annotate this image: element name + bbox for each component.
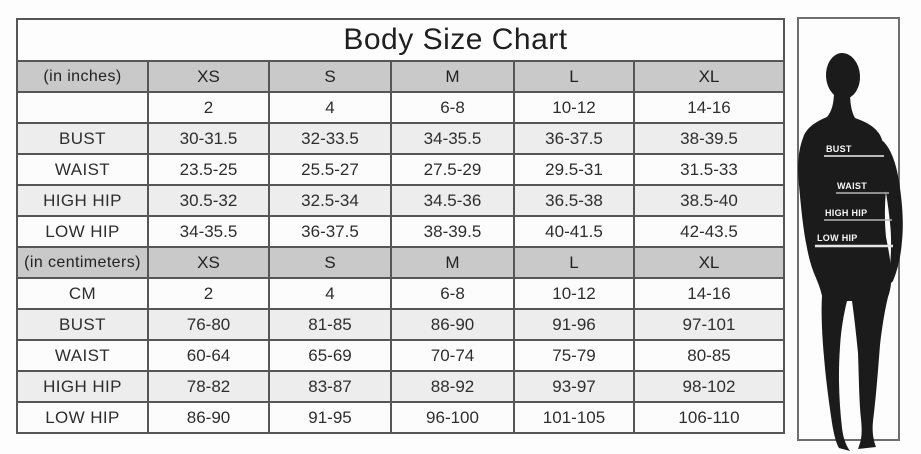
- table-row: CM 2 4 6-8 10-12 14-16: [16, 277, 785, 310]
- size-value-cell: 14-16: [633, 91, 785, 124]
- size-value-cell: 86-90: [390, 308, 515, 341]
- measure-label-cell: [16, 91, 149, 124]
- high-hip-label: HIGH HIP: [825, 208, 867, 218]
- low-hip-label: LOW HIP: [817, 233, 858, 243]
- size-value-cell: 29.5-31: [513, 153, 635, 186]
- size-header-row: (in centimeters) XS S M L XL: [16, 246, 785, 279]
- size-value-cell: 101-105: [513, 401, 635, 434]
- size-value-cell: 97-101: [633, 308, 785, 341]
- size-value-cell: 4: [268, 91, 392, 124]
- size-value-cell: 31.5-33: [633, 153, 785, 186]
- table-row: BUST 76-80 81-85 86-90 91-96 97-101: [16, 308, 785, 341]
- title-row: Body Size Chart: [16, 18, 785, 62]
- table-row: LOW HIP 86-90 91-95 96-100 101-105 106-110: [16, 401, 785, 434]
- size-header-cell: M: [390, 246, 515, 279]
- size-value-cell: 27.5-29: [390, 153, 515, 186]
- waist-label: WAIST: [837, 181, 867, 191]
- size-value-cell: 78-82: [147, 370, 270, 403]
- size-value-cell: 34.5-36: [390, 184, 515, 217]
- size-value-cell: 38-39.5: [633, 122, 785, 155]
- size-value-cell: 86-90: [147, 401, 270, 434]
- silhouette-body: [798, 91, 892, 451]
- size-value-cell: 10-12: [513, 277, 635, 310]
- size-table: Body Size Chart (in inches) XS S M L XL 2 4 6-8 1…: [16, 18, 785, 434]
- measure-label-cell: BUST: [16, 122, 149, 155]
- size-value-cell: 32.5-34: [268, 184, 392, 217]
- measure-label-cell: CM: [16, 277, 149, 310]
- size-value-cell: 42-43.5: [633, 215, 785, 248]
- size-value-cell: 34-35.5: [390, 122, 515, 155]
- size-value-cell: 91-96: [513, 308, 635, 341]
- size-value-cell: 32-33.5: [268, 122, 392, 155]
- size-header-cell: XL: [633, 60, 785, 93]
- size-value-cell: 106-110: [633, 401, 785, 434]
- size-value-cell: 38-39.5: [390, 215, 515, 248]
- measure-label-cell: BUST: [16, 308, 149, 341]
- size-value-cell: 6-8: [390, 277, 515, 310]
- measurement-labels: BUST WAIST HIGH HIP LOW HIP: [815, 144, 893, 248]
- size-header-cell: XS: [147, 60, 270, 93]
- female-silhouette-icon: BUST WAIST HIGH HIP LOW HIP: [798, 53, 903, 451]
- size-value-cell: 30.5-32: [147, 184, 270, 217]
- table-row: LOW HIP 34-35.5 36-37.5 38-39.5 40-41.5 42-43…: [16, 215, 785, 248]
- silhouette-right-arm: [879, 141, 903, 283]
- size-value-cell: 88-92: [390, 370, 515, 403]
- measure-label-cell: WAIST: [16, 339, 149, 372]
- size-header-cell: L: [513, 60, 635, 93]
- measure-label-cell: LOW HIP: [16, 215, 149, 248]
- bust-label: BUST: [826, 144, 852, 154]
- size-value-cell: 81-85: [268, 308, 392, 341]
- size-value-cell: 91-95: [268, 401, 392, 434]
- size-value-cell: 70-74: [390, 339, 515, 372]
- size-value-cell: 96-100: [390, 401, 515, 434]
- size-value-cell: 80-85: [633, 339, 785, 372]
- measure-label-cell: HIGH HIP: [16, 370, 149, 403]
- size-value-cell: 14-16: [633, 277, 785, 310]
- table-row: WAIST 23.5-25 25.5-27 27.5-29 29.5-31 31.5-33: [16, 153, 785, 186]
- size-header-cell: S: [268, 60, 392, 93]
- size-header-cell: S: [268, 246, 392, 279]
- chart-title: Body Size Chart: [16, 18, 785, 62]
- size-value-cell: 38.5-40: [633, 184, 785, 217]
- table-row: WAIST 60-64 65-69 70-74 75-79 80-85: [16, 339, 785, 372]
- size-header-cell: XL: [633, 246, 785, 279]
- size-value-cell: 93-97: [513, 370, 635, 403]
- measure-label-cell: HIGH HIP: [16, 184, 149, 217]
- size-value-cell: 60-64: [147, 339, 270, 372]
- size-value-cell: 40-41.5: [513, 215, 635, 248]
- size-value-cell: 25.5-27: [268, 153, 392, 186]
- size-value-cell: 10-12: [513, 91, 635, 124]
- size-value-cell: 2: [147, 277, 270, 310]
- size-value-cell: 6-8: [390, 91, 515, 124]
- unit-header-cell: (in centimeters): [16, 246, 149, 279]
- size-header-cell: M: [390, 60, 515, 93]
- size-value-cell: 36-37.5: [513, 122, 635, 155]
- size-value-cell: 65-69: [268, 339, 392, 372]
- size-value-cell: 75-79: [513, 339, 635, 372]
- table-row: 2 4 6-8 10-12 14-16: [16, 91, 785, 124]
- size-value-cell: 83-87: [268, 370, 392, 403]
- table-row: HIGH HIP 78-82 83-87 88-92 93-97 98-102: [16, 370, 785, 403]
- size-value-cell: 76-80: [147, 308, 270, 341]
- size-value-cell: 36.5-38: [513, 184, 635, 217]
- measure-label-cell: WAIST: [16, 153, 149, 186]
- size-value-cell: 23.5-25: [147, 153, 270, 186]
- size-value-cell: 34-35.5: [147, 215, 270, 248]
- size-header-cell: XS: [147, 246, 270, 279]
- unit-header-cell: (in inches): [16, 60, 149, 93]
- silhouette-head: [825, 53, 861, 99]
- size-value-cell: 36-37.5: [268, 215, 392, 248]
- measure-label-cell: LOW HIP: [16, 401, 149, 434]
- size-value-cell: 30-31.5: [147, 122, 270, 155]
- size-value-cell: 4: [268, 277, 392, 310]
- size-value-cell: 98-102: [633, 370, 785, 403]
- size-value-cell: 2: [147, 91, 270, 124]
- table-row: HIGH HIP 30.5-32 32.5-34 34.5-36 36.5-38 38.5…: [16, 184, 785, 217]
- size-header-row: (in inches) XS S M L XL: [16, 60, 785, 93]
- table-row: BUST 30-31.5 32-33.5 34-35.5 36-37.5 38-39.5: [16, 122, 785, 155]
- size-header-cell: L: [513, 246, 635, 279]
